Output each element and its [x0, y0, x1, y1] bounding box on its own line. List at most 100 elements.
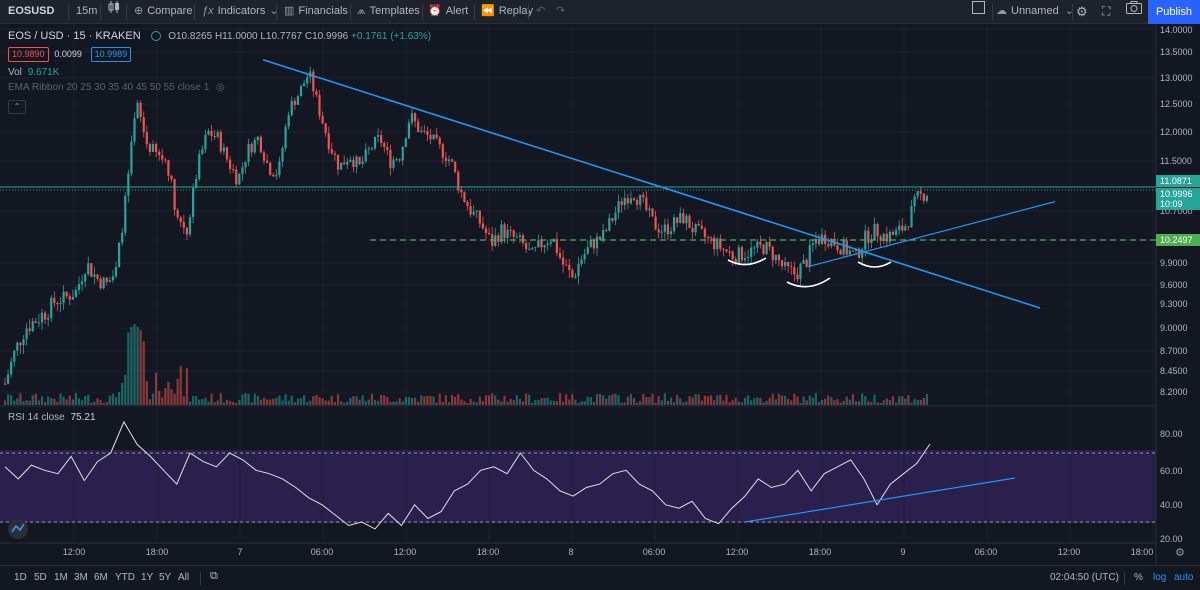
- candle-body: [281, 148, 284, 162]
- camera-icon[interactable]: [1126, 0, 1142, 23]
- candle-body: [65, 291, 68, 297]
- volume-bar: [43, 402, 47, 405]
- indicators-button[interactable]: ƒx Indicators ⌄: [202, 0, 283, 23]
- volume-bar: [608, 395, 611, 405]
- candle-body: [284, 126, 287, 149]
- redo-icon[interactable]: ↷: [556, 5, 566, 17]
- volume-bar: [811, 397, 814, 405]
- candle-body: [364, 149, 367, 162]
- range-ytd[interactable]: YTD: [115, 572, 135, 583]
- range-5y[interactable]: 5Y: [159, 572, 172, 583]
- interval-button[interactable]: 15m: [76, 5, 98, 17]
- volume-bar: [805, 400, 808, 405]
- time-tick: 12:00: [393, 547, 417, 557]
- symbol-search[interactable]: EOSUSD: [8, 5, 55, 17]
- volume-bar: [790, 400, 793, 405]
- volume-bar: [648, 397, 651, 405]
- volume-bar: [577, 402, 580, 405]
- volume-bar: [392, 401, 395, 405]
- range-1y[interactable]: 1Y: [141, 572, 154, 583]
- candle-body: [93, 274, 96, 277]
- candle-body: [71, 296, 74, 300]
- divider: [126, 4, 127, 20]
- collapse-legend-icon[interactable]: ⌃: [8, 100, 26, 114]
- candle-body: [380, 135, 383, 144]
- layout-menu[interactable]: ☁ Unnamed ⌄: [996, 0, 1078, 23]
- candle-body: [111, 276, 115, 281]
- bid-button[interactable]: 10.9890: [8, 47, 49, 62]
- candle-body: [811, 243, 814, 246]
- volume-bar: [654, 402, 657, 405]
- publish-button[interactable]: Publish: [1148, 0, 1200, 24]
- candle-body: [235, 169, 238, 185]
- volume-bar: [256, 395, 259, 405]
- volume-bar: [444, 394, 448, 405]
- volume-bar: [552, 400, 555, 405]
- candle-body: [756, 241, 759, 248]
- candle-body: [59, 302, 62, 305]
- candle-body: [750, 247, 753, 257]
- utc-clock[interactable]: 02:04:50 (UTC): [1050, 572, 1119, 583]
- date-range-icon[interactable]: ⧉: [210, 570, 218, 582]
- volume-bar: [417, 401, 420, 405]
- templates-button[interactable]: ⩕ Templates: [357, 0, 420, 23]
- range-5d[interactable]: 5D: [34, 572, 47, 583]
- candle-body: [651, 208, 654, 217]
- volume-bar: [309, 400, 312, 405]
- gear-icon[interactable]: ⚙: [1076, 4, 1088, 19]
- axis-settings-icon[interactable]: ⚙: [1175, 547, 1185, 559]
- candle-body: [827, 243, 830, 247]
- auto-toggle[interactable]: auto: [1174, 572, 1194, 583]
- candle-body: [706, 237, 710, 239]
- log-toggle[interactable]: log: [1153, 572, 1167, 583]
- chart-type-icon[interactable]: [108, 0, 120, 23]
- indicators-label: Indicators: [217, 5, 266, 17]
- range-6m[interactable]: 6M: [94, 572, 108, 583]
- volume-bar: [657, 396, 660, 405]
- candle-body: [524, 242, 528, 250]
- candle-body: [80, 281, 84, 285]
- volume-bar: [195, 395, 198, 405]
- volume-bar: [851, 394, 855, 405]
- volume-bar: [916, 399, 919, 405]
- range-3m[interactable]: 3M: [74, 572, 88, 583]
- range-1d[interactable]: 1D: [14, 572, 27, 583]
- top-toolbar: EOSUSD 15m ⊕ Compare ƒx Indicators ⌄ ▥ Finan…: [0, 0, 1200, 24]
- fullscreen-icon[interactable]: ⛶: [1102, 4, 1111, 18]
- candle-body: [623, 198, 626, 206]
- alert-button[interactable]: ⏰ Alert: [428, 0, 468, 23]
- time-tick: 18:00: [145, 547, 169, 557]
- compare-button[interactable]: ⊕ Compare: [134, 0, 192, 23]
- volume-bar: [228, 400, 232, 405]
- undo-icon[interactable]: ↶: [536, 5, 546, 17]
- volume-bar: [3, 400, 7, 405]
- volume-bar: [691, 397, 694, 405]
- candle-body: [201, 149, 204, 155]
- volume-bar: [583, 401, 586, 405]
- divider: [200, 572, 201, 585]
- candle-body: [589, 240, 592, 248]
- ask-button[interactable]: 10.9989: [90, 47, 132, 62]
- divider: [992, 4, 993, 20]
- volume-bar: [321, 398, 324, 405]
- volume-bar: [121, 383, 124, 405]
- square-icon[interactable]: [972, 0, 985, 23]
- range-1m[interactable]: 1M: [54, 572, 68, 583]
- candle-body: [820, 234, 824, 244]
- volume-bar: [598, 393, 602, 405]
- financials-button[interactable]: ▥ Financials: [284, 0, 348, 23]
- candle-body: [614, 212, 617, 221]
- candle-body: [774, 254, 777, 261]
- low-value: L10.7767: [260, 31, 303, 42]
- candle-body: [602, 229, 605, 240]
- candle-body: [534, 247, 537, 249]
- pair-title: EOS / USD · 15 · KRAKEN: [8, 30, 141, 42]
- eye-hidden-icon[interactable]: ◎: [216, 82, 225, 93]
- percent-toggle[interactable]: %: [1134, 572, 1143, 583]
- replay-button[interactable]: ⏪ Replay: [481, 0, 533, 23]
- volume-bar: [901, 396, 904, 405]
- range-all[interactable]: All: [178, 572, 190, 583]
- volume-bar: [894, 402, 898, 405]
- volume-bar: [278, 395, 281, 405]
